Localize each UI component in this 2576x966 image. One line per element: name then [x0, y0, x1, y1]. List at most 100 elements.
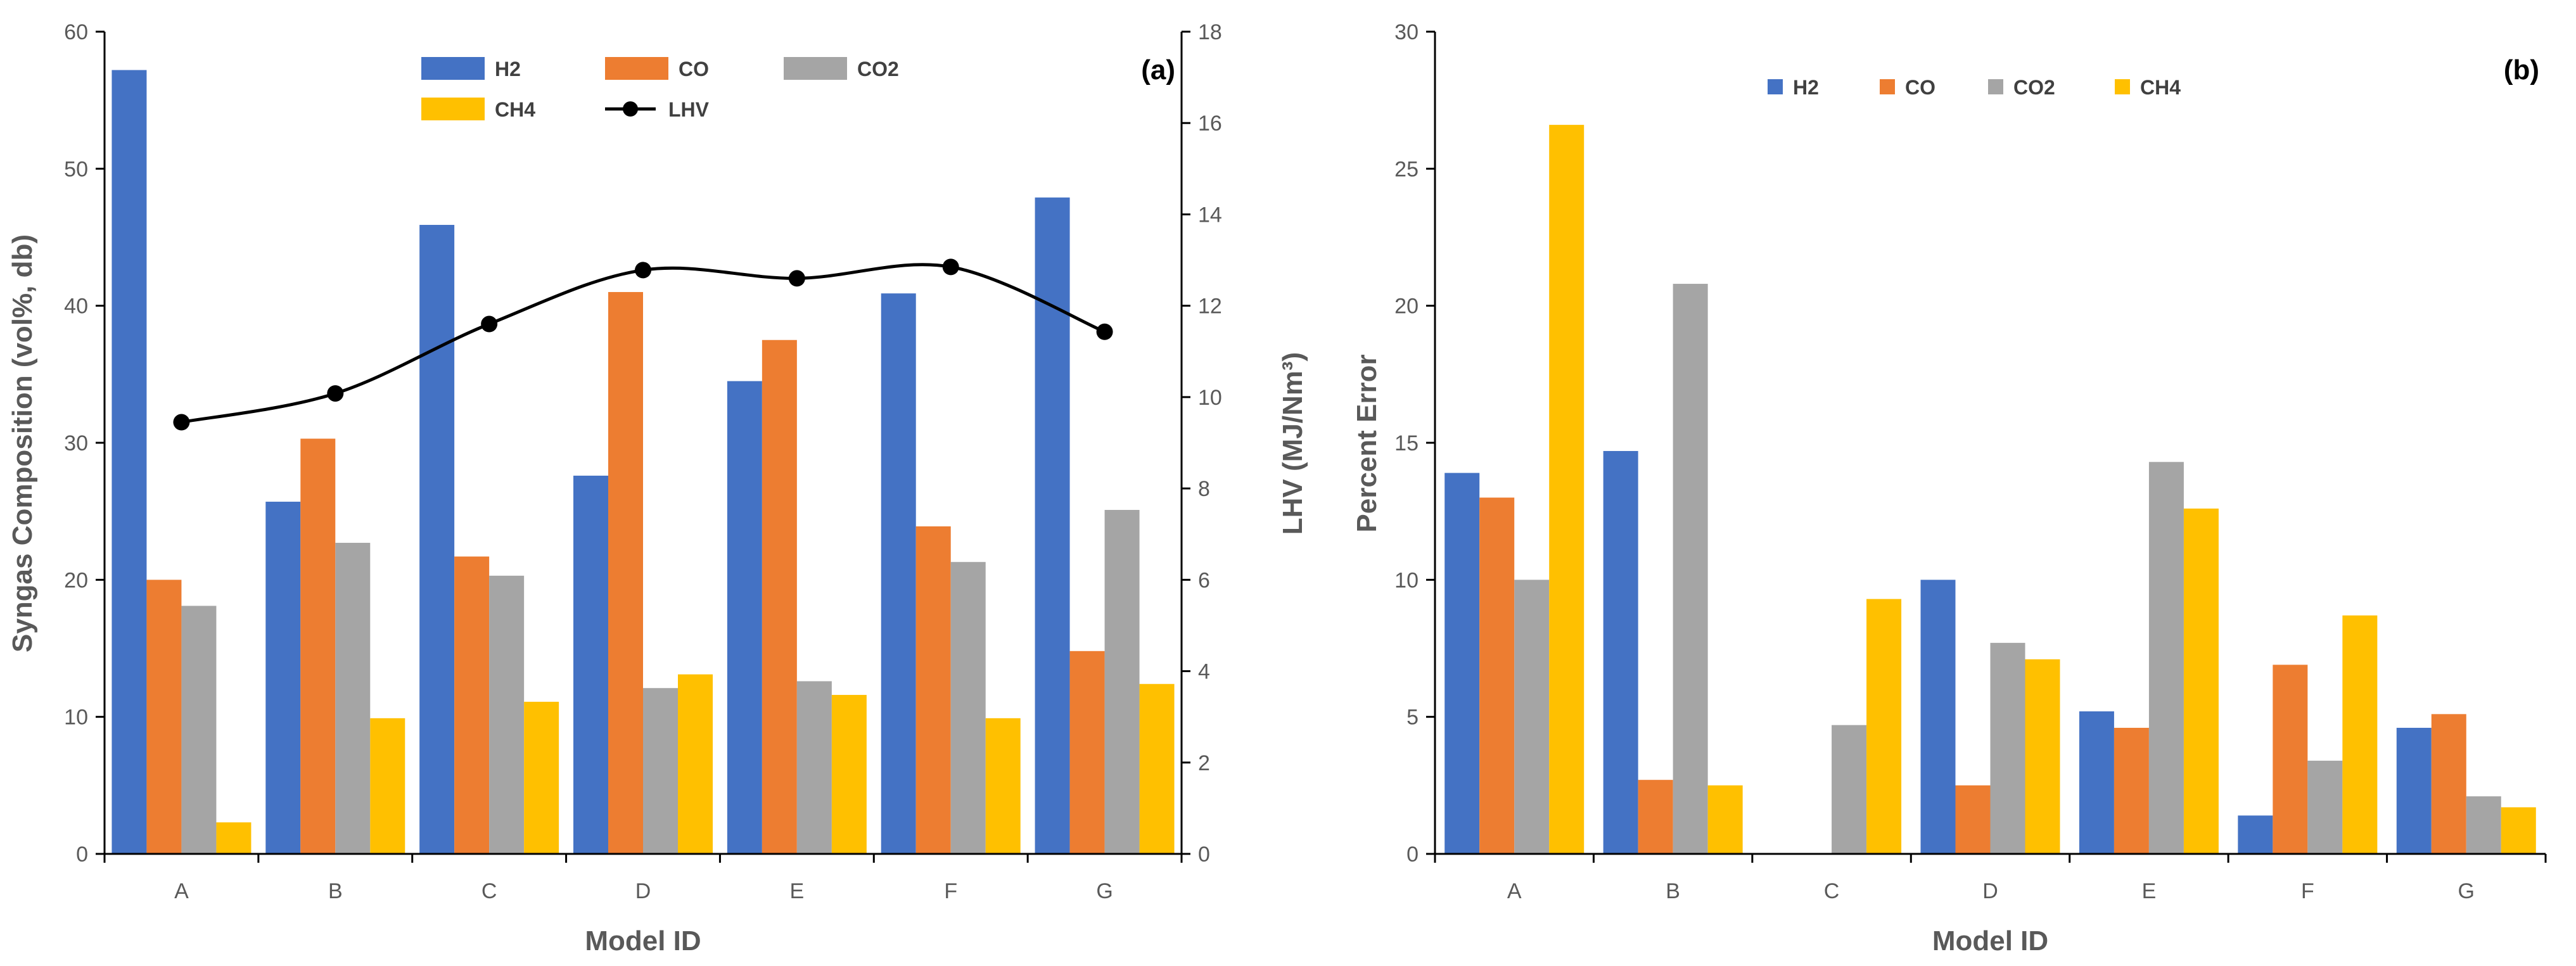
chart-b-bar-h2-f	[2238, 815, 2273, 854]
chart-b-bar-h2-a	[1444, 473, 1480, 854]
chart-b-bar-co-f	[2273, 664, 2308, 854]
chart-a-bar-co-b	[300, 438, 336, 854]
chart-a-bar-co2-c	[489, 575, 525, 854]
chart-a-bar-h2-a	[112, 70, 147, 854]
chart-a-bar-ch4-e	[831, 695, 867, 854]
chart-a-y2-tick-label: 6	[1198, 568, 1210, 592]
chart-a-y-tick-label: 0	[76, 842, 88, 867]
chart-b-bar-ch4-a	[1549, 125, 1584, 854]
chart-a-legend-label-co: CO	[679, 58, 709, 80]
chart-a-legend-marker-lhv	[623, 101, 638, 117]
chart-a-legend-label-co2: CO2	[857, 58, 899, 80]
chart-a-y-tick-label: 10	[64, 706, 88, 730]
chart-b-legend-label-ch4: CH4	[2140, 76, 2181, 99]
chart-a-bar-h2-f	[881, 293, 916, 854]
chart-b-y-tick-label: 10	[1394, 568, 1419, 592]
chart-a-bar-co2-d	[643, 688, 678, 854]
chart-a-y2-tick-label: 12	[1198, 295, 1222, 319]
chart-b-panel-label: (b)	[2504, 54, 2539, 86]
chart-b-bar-ch4-g	[2501, 807, 2536, 854]
chart-a-x-tick-label-f: F	[944, 879, 957, 903]
chart-b-x-tick-label-a: A	[1507, 879, 1522, 903]
chart-a-y2-tick-label: 2	[1198, 751, 1210, 775]
chart-b-y-tick-label: 25	[1394, 157, 1419, 181]
chart-a-bar-co2-e	[796, 681, 832, 854]
chart-a-bar-co-f	[915, 526, 951, 854]
chart-b-y-tick-label: 20	[1394, 295, 1419, 319]
chart-a-bar-co-d	[608, 292, 643, 854]
chart-a-bar-co-c	[454, 556, 490, 854]
chart-b-bar-ch4-d	[2025, 659, 2060, 854]
chart-a-x-tick-label-c: C	[481, 879, 497, 903]
chart-b-bar-h2-d	[1920, 580, 1956, 854]
chart-a-bar-h2-e	[727, 381, 762, 854]
chart-b-y-tick-label: 5	[1406, 706, 1419, 730]
chart-b-x-tick-label-b: B	[1666, 879, 1680, 903]
chart-b-legend-swatch-h2	[1768, 79, 1783, 94]
chart-b-y-tick-label: 15	[1394, 431, 1419, 455]
chart-a-legend-label-lhv: LHV	[668, 98, 710, 121]
chart-a-bar-h2-b	[265, 502, 301, 854]
chart-a-lhv-point-g	[1096, 323, 1113, 340]
chart-a-legend-label-h2: H2	[495, 58, 521, 80]
chart-b-bar-co2-f	[2307, 760, 2343, 854]
chart-b-bar-ch4-c	[1866, 599, 1902, 854]
chart-b-legend-swatch-co2	[1988, 79, 2003, 94]
chart-b-bar-co2-c	[1832, 725, 1867, 854]
chart-b-bar-co-a	[1479, 497, 1515, 854]
chart-b-y-tick-label: 0	[1406, 842, 1419, 867]
chart-b-legend-swatch-co	[1880, 79, 1895, 94]
chart-b-x-axis-title: Model ID	[1932, 925, 2048, 956]
chart-a-y2-tick-label: 8	[1198, 477, 1210, 501]
chart-a-composition: 0 10 20 30 40 50 60 0 2 4 6 8 10 12 14 16 18 LHV (MJ/Nm³)…	[7, 20, 1308, 956]
chart-a-legend-label-ch4: CH4	[495, 98, 535, 121]
chart-a-bar-ch4-g	[1139, 683, 1175, 854]
chart-a-bar-co2-b	[335, 542, 371, 854]
chart-a-bar-co2-f	[950, 562, 986, 854]
chart-a-y2-tick-label: 10	[1198, 386, 1222, 410]
chart-b-bar-h2-g	[2396, 727, 2432, 854]
chart-b-percent-error: 0 5 10 15 20 25 30 A B C D E F G Model ID Percent Error…	[1351, 20, 2547, 956]
chart-a-x-tick-label-e: E	[790, 879, 805, 903]
chart-a-bar-h2-c	[419, 225, 455, 854]
chart-a-bar-ch4-c	[524, 701, 559, 854]
chart-b-bar-ch4-b	[1707, 785, 1743, 854]
chart-a-y2-tick-label: 4	[1198, 660, 1210, 684]
chart-a-panel-label: (a)	[1141, 54, 1175, 86]
chart-b-legend-label-h2: H2	[1793, 76, 1819, 99]
chart-b-x-tick-label-e: E	[2142, 879, 2157, 903]
chart-b-bar-co2-g	[2466, 796, 2501, 854]
chart-a-lhv-point-f	[942, 258, 959, 276]
chart-a-bar-ch4-d	[678, 674, 713, 854]
chart-a-bar-co-g	[1069, 651, 1105, 854]
chart-a-lhv-point-d	[635, 262, 651, 279]
chart-a-x-tick-label-d: D	[635, 879, 651, 903]
chart-b-bar-co2-a	[1514, 580, 1550, 854]
chart-b-y-axis-title: Percent Error	[1351, 354, 1382, 532]
chart-b-y-tick-label: 30	[1394, 20, 1419, 44]
chart-a-legend-swatch-co2	[784, 57, 847, 80]
chart-a-y-tick-label: 40	[64, 295, 88, 319]
chart-b-legend-label-co2: CO2	[2013, 76, 2055, 99]
chart-b-bar-h2-b	[1603, 450, 1638, 854]
chart-a-bar-h2-g	[1035, 197, 1070, 855]
chart-a-lhv-point-b	[327, 385, 344, 402]
chart-a-x-axis-title: Model ID	[585, 925, 701, 956]
chart-a-x-tick-label-b: B	[328, 879, 343, 903]
chart-b-legend-swatch-ch4	[2115, 79, 2130, 94]
chart-b-bar-co-d	[1955, 785, 1991, 854]
chart-b-x-tick-label-c: C	[1824, 879, 1840, 903]
chart-b-bar-co-g	[2431, 714, 2466, 854]
chart-a-y-tick-label: 30	[64, 431, 88, 455]
chart-b-bar-co2-e	[2148, 462, 2184, 854]
chart-b-legend-label-co: CO	[1905, 76, 1935, 99]
chart-a-y2-axis-title: LHV (MJ/Nm³)	[1277, 352, 1308, 535]
chart-a-y-tick-label: 50	[64, 157, 88, 181]
chart-a-bar-co-a	[146, 580, 182, 854]
chart-a-lhv-point-a	[173, 414, 190, 431]
chart-a-y2-tick-label: 0	[1198, 842, 1210, 867]
chart-b-x-tick-label-g: G	[2458, 879, 2475, 903]
chart-a-legend-swatch-ch4	[421, 98, 485, 120]
chart-a-legend-swatch-h2	[421, 57, 485, 80]
